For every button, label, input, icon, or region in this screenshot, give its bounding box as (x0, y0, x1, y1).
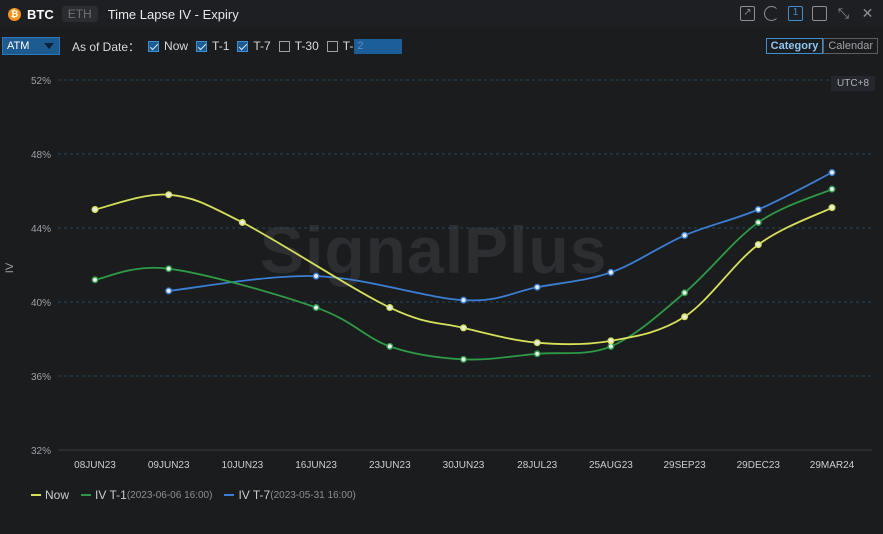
x-tick-label: 09JUN23 (148, 460, 190, 471)
checkbox-tn-label: T- (342, 39, 354, 53)
bitcoin-icon: ₿ (8, 7, 21, 21)
refresh-icon[interactable] (764, 6, 779, 21)
y-tick-label: 44% (31, 224, 51, 235)
close-icon[interactable]: ✕ (861, 5, 874, 21)
category-button[interactable]: Category (765, 38, 824, 54)
y-tick-label: 40% (31, 298, 51, 309)
x-tick-label: 10JUN23 (222, 460, 264, 471)
checkbox-t7-box[interactable] (237, 40, 249, 52)
legend-date-t1: (2023-06-06 16:00) (126, 489, 213, 501)
data-point (238, 218, 246, 226)
data-point (386, 342, 394, 350)
data-point (91, 205, 99, 213)
y-tick-label: 32% (31, 446, 51, 457)
as-of-date-label: As of Date： (72, 39, 141, 54)
iv-chart: SignalPlus 32% 36% 40% 44% 48% 52% 08JUN23 09JU… (0, 62, 883, 534)
data-point (828, 168, 836, 176)
checkbox-tn[interactable]: T- (326, 39, 354, 53)
legend-label-t7: IV T-7 (238, 488, 271, 502)
data-point (754, 205, 762, 213)
data-point (533, 283, 541, 291)
x-tick-label: 16JUN23 (295, 460, 337, 471)
data-point (165, 191, 173, 199)
collapse-icon[interactable]: ⤡ (837, 5, 850, 21)
data-point (607, 337, 615, 345)
checkbox-t7[interactable]: T-7 (237, 39, 271, 53)
data-point (681, 289, 689, 297)
data-point (681, 313, 689, 321)
data-point (91, 276, 99, 284)
y-tick-label: 36% (31, 372, 51, 383)
checkbox-now[interactable]: Now (148, 39, 188, 53)
checkbox-t30-box[interactable] (278, 40, 290, 52)
checkbox-t7-label: T-7 (253, 39, 271, 53)
data-point (460, 296, 468, 304)
legend-item-t7[interactable]: IV T-7 (2023-05-31 16:00) (224, 488, 356, 502)
data-point (460, 324, 468, 332)
x-tick-label: 29DEC23 (737, 460, 781, 471)
data-point (312, 272, 320, 280)
share-icon[interactable]: ↗ (740, 6, 755, 21)
timezone-badge: UTC+8 (831, 76, 875, 91)
data-point (754, 218, 762, 226)
series-line-now (94, 193, 833, 346)
data-point (754, 241, 762, 249)
popout-icon[interactable] (812, 6, 827, 21)
atm-select-value: ATM (7, 40, 30, 52)
legend-item-now[interactable]: Now (31, 488, 69, 502)
data-point (165, 265, 173, 273)
x-tick-label: 28JUL23 (517, 460, 557, 471)
x-tick-label: 29SEP23 (663, 460, 706, 471)
checkbox-tn-box[interactable] (326, 40, 338, 52)
legend-item-t1[interactable]: IV T-1 (2023-06-06 16:00) (81, 488, 212, 502)
data-point (681, 231, 689, 239)
chart-legend: Now IV T-1 (2023-06-06 16:00) IV T-7 (20… (31, 488, 368, 502)
legend-date-t7: (2023-05-31 16:00) (270, 489, 356, 501)
x-tick-label: 30JUN23 (443, 460, 485, 471)
chart-plot: 32% 36% 40% 44% 48% 52% 08JUN23 09JUN23 10JUN23 1… (31, 76, 872, 471)
legend-swatch-t7 (224, 494, 235, 496)
checkbox-now-label: Now (164, 39, 189, 53)
page-title: Time Lapse IV - Expiry (107, 6, 239, 22)
t-days-input[interactable]: 2 (354, 38, 403, 54)
calendar-button[interactable]: Calendar (823, 38, 878, 54)
data-point (460, 355, 468, 363)
legend-swatch-now (31, 494, 41, 496)
title-bar: ₿ BTC ETH Time Lapse IV - Expiry ↗ 1 ⤡ ✕ (0, 0, 883, 28)
y-axis-label: IV (4, 262, 17, 274)
toolbar: ATM As of Date： Now T-1 T-7 T-30 T- 2 (0, 34, 883, 58)
data-point (165, 287, 173, 295)
data-point (533, 339, 541, 347)
tab-btc[interactable]: BTC (27, 6, 54, 22)
layout-1-icon[interactable]: 1 (788, 6, 803, 21)
checkbox-now-box[interactable] (148, 40, 160, 52)
legend-swatch-t1 (81, 494, 92, 496)
data-point (312, 304, 320, 312)
window-controls: ↗ 1 ⤡ ✕ (740, 6, 875, 21)
checkbox-t1-label: T-1 (212, 39, 230, 53)
data-point (607, 268, 615, 276)
data-point (828, 204, 836, 212)
x-tick-label: 23JUN23 (369, 460, 411, 471)
checkbox-t1-box[interactable] (196, 40, 208, 52)
checkbox-t1[interactable]: T-1 (196, 39, 229, 53)
data-point (533, 350, 541, 358)
legend-label-t1: IV T-1 (95, 488, 127, 502)
x-tick-label: 25AUG23 (589, 460, 633, 471)
data-point (386, 304, 394, 312)
checkbox-t30-label: T-30 (294, 39, 319, 53)
y-tick-label: 52% (31, 76, 51, 87)
data-point (828, 185, 836, 193)
atm-select[interactable]: ATM (2, 37, 60, 55)
tab-eth[interactable]: ETH (61, 6, 98, 22)
legend-label-now: Now (45, 488, 70, 502)
view-mode-toggle: Category Calendar (765, 38, 878, 54)
x-tick-label: 29MAR24 (810, 460, 855, 471)
y-tick-label: 48% (31, 150, 51, 161)
series-line-t1 (94, 188, 833, 361)
data-point (607, 342, 615, 350)
chevron-down-icon (44, 43, 54, 49)
x-tick-label: 08JUN23 (74, 460, 116, 471)
checkbox-t30[interactable]: T-30 (278, 39, 319, 53)
